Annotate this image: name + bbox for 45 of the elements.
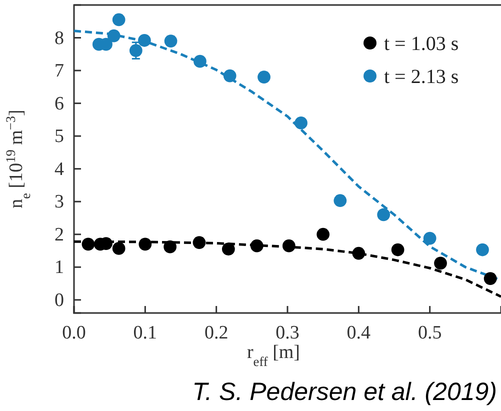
- y-tick-label: 5: [54, 126, 64, 148]
- point: [138, 34, 151, 47]
- y-tick-label: 6: [54, 93, 64, 114]
- point: [250, 239, 264, 252]
- text: T. S. Pedersen et al. (2019): [192, 378, 497, 406]
- x-tick-label: 0.2: [204, 322, 228, 344]
- y-tick-label: 4: [54, 158, 64, 180]
- point: [112, 13, 126, 26]
- point: [484, 272, 497, 286]
- point: [222, 242, 235, 256]
- point: [334, 194, 347, 208]
- x-tick-label: 0.0: [62, 322, 86, 344]
- point: [377, 208, 390, 222]
- point: [282, 239, 296, 252]
- point: [194, 54, 206, 68]
- point: [294, 116, 308, 130]
- point: [434, 256, 447, 270]
- point: [112, 242, 126, 255]
- point: [352, 246, 366, 260]
- y-tick-label: 0: [54, 290, 64, 311]
- x-axis-title: r$_{eff}$ [m]: [246, 342, 300, 368]
- point: [192, 236, 206, 249]
- point: [423, 232, 436, 245]
- point: [258, 70, 270, 84]
- point: [129, 44, 142, 57]
- y-tick-label: 1: [54, 257, 64, 278]
- point: [476, 243, 489, 256]
- y-tick-label: 2: [54, 224, 64, 246]
- x-tick-label: 0.5: [418, 322, 442, 344]
- point: [138, 238, 152, 251]
- point: [223, 69, 236, 82]
- point: [391, 243, 404, 256]
- x-tick-label: 0.3: [276, 322, 300, 344]
- x-tick-label: 0.4: [346, 322, 372, 344]
- y-tick-label: 8: [54, 28, 64, 49]
- point: [316, 228, 330, 241]
- x-tick-label: 0.1: [133, 322, 158, 344]
- legend-label: t = 1.03 s: [384, 33, 459, 55]
- y-tick-label: 3: [54, 192, 64, 213]
- legend-label: t = 2.13 s: [384, 66, 459, 88]
- y-tick-label: 7: [54, 60, 64, 82]
- point: [164, 240, 177, 254]
- point: [82, 238, 95, 251]
- point: [164, 34, 178, 48]
- point: [107, 29, 120, 42]
